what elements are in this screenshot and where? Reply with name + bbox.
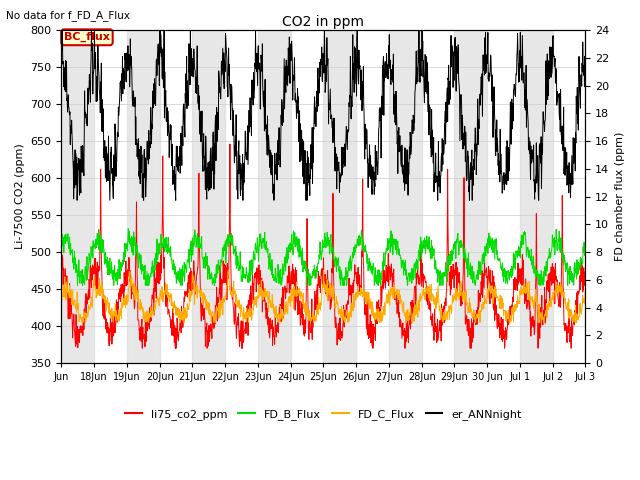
Bar [193,30,225,363]
Bar [389,30,422,363]
Y-axis label: Li-7500 CO2 (ppm): Li-7500 CO2 (ppm) [15,144,25,250]
Text: BC_flux: BC_flux [64,32,110,42]
Text: No data for f_FD_A_Flux: No data for f_FD_A_Flux [6,10,131,21]
Title: CO2 in ppm: CO2 in ppm [282,15,364,29]
Bar [323,30,356,363]
Legend: li75_co2_ppm, FD_B_Flux, FD_C_Flux, er_ANNnight: li75_co2_ppm, FD_B_Flux, FD_C_Flux, er_A… [121,404,526,424]
Bar [258,30,291,363]
Y-axis label: FD chamber flux (ppm): FD chamber flux (ppm) [615,132,625,261]
Bar [520,30,553,363]
Bar [127,30,159,363]
Bar [61,30,94,363]
Bar [586,30,618,363]
Bar [454,30,487,363]
